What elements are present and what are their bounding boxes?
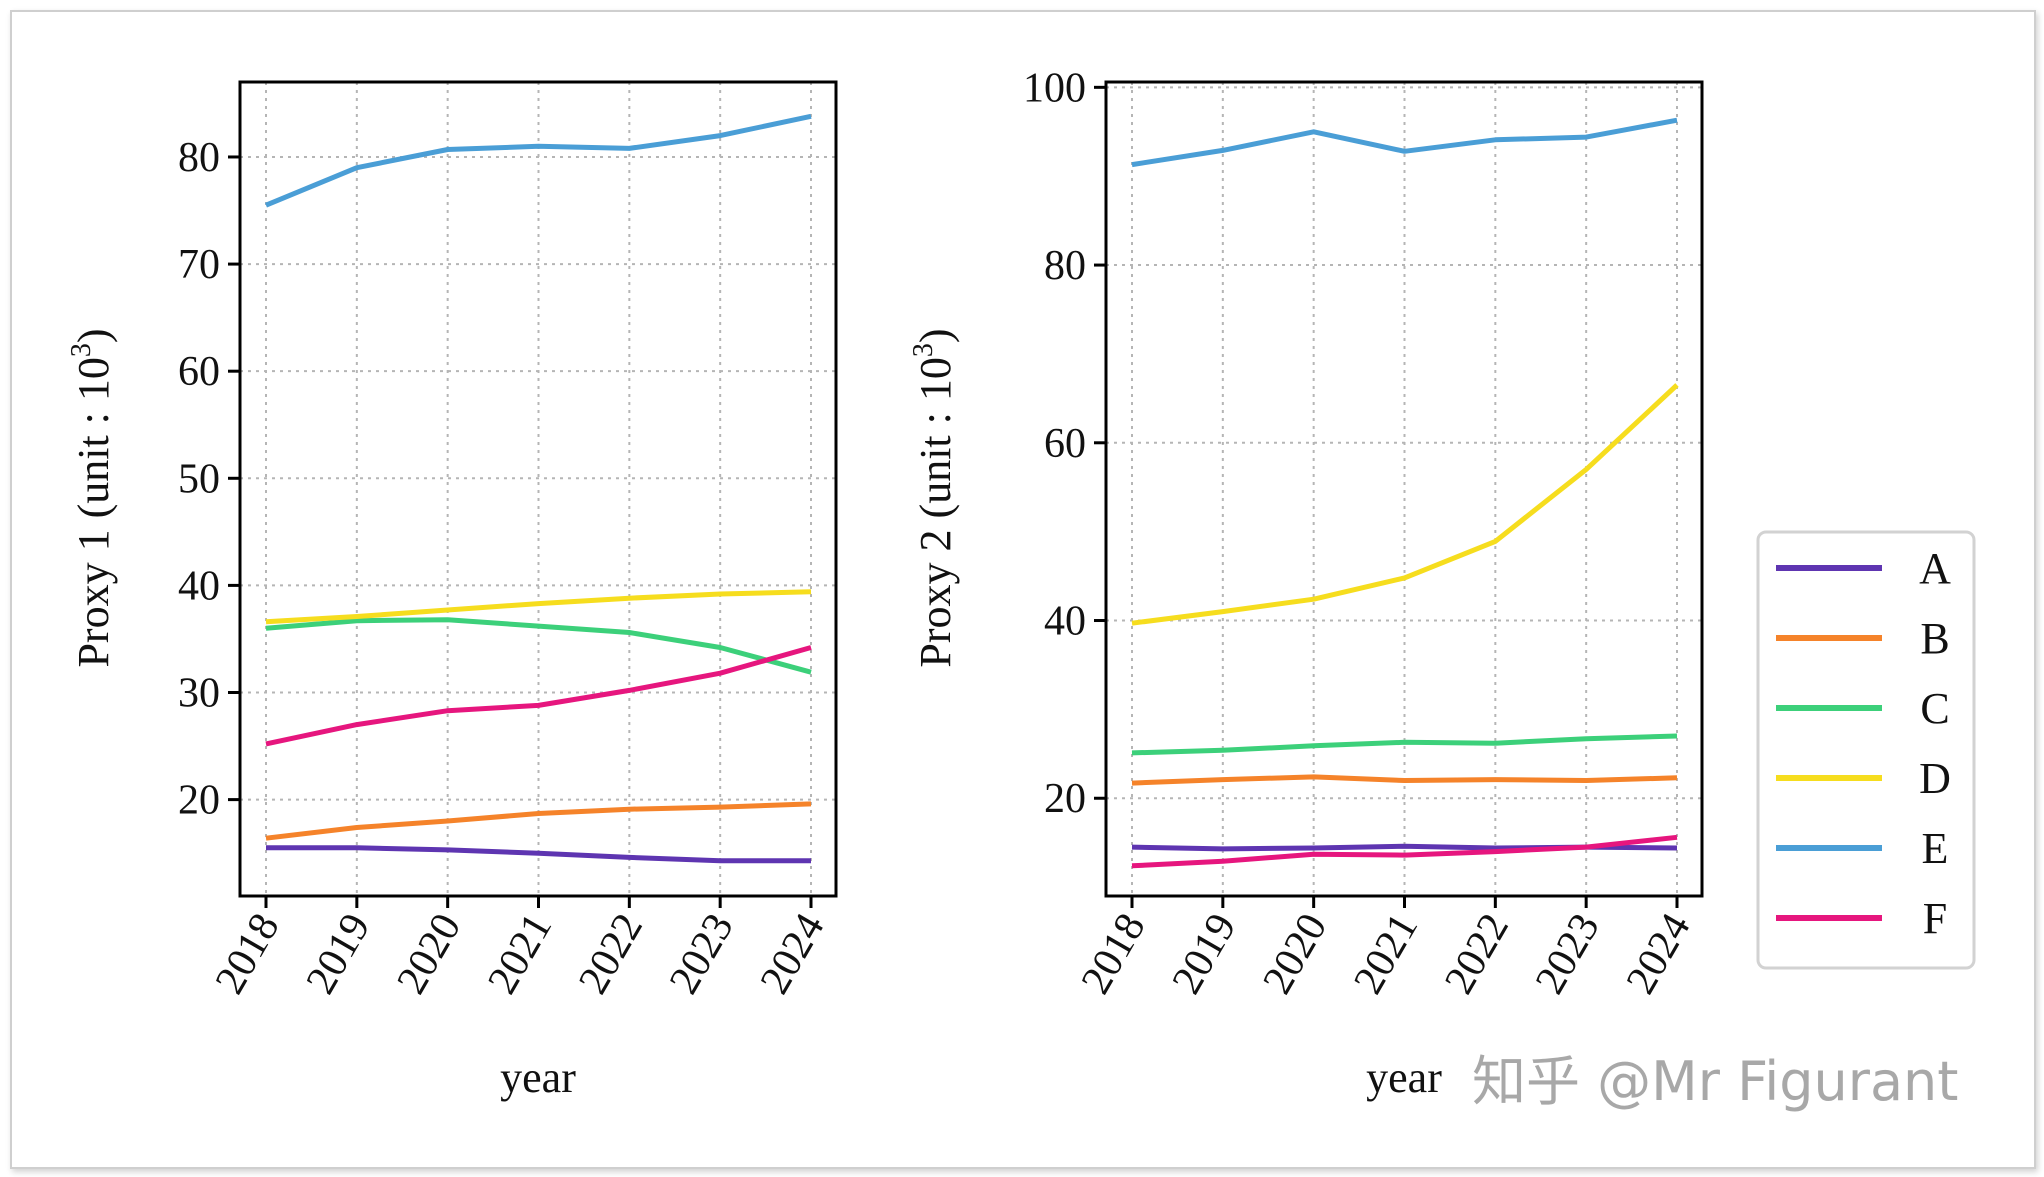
- y-axis-label-main: Proxy 2 (unit : 10: [911, 357, 960, 667]
- y-axis-label-superscript: 3: [66, 343, 97, 357]
- y-tick-label: 70: [178, 242, 220, 288]
- y-tick-label: 100: [1023, 65, 1086, 111]
- x-tick-label: 2021: [479, 906, 561, 1002]
- x-axis-label: year: [500, 1053, 576, 1102]
- y-tick-label: 60: [1044, 421, 1086, 467]
- legend-label-B: B: [1920, 614, 1949, 663]
- y-tick-label: 20: [178, 778, 220, 824]
- series-line-A: [266, 845, 811, 864]
- legend-label-E: E: [1922, 824, 1949, 873]
- y-tick-label: 40: [178, 563, 220, 609]
- x-tick-label: 2021: [1345, 906, 1427, 1002]
- legend-label-D: D: [1919, 754, 1951, 803]
- y-tick-label: 60: [178, 349, 220, 395]
- x-axis-label: year: [1366, 1053, 1442, 1102]
- x-tick-label: 2020: [1254, 906, 1336, 1002]
- y-axis-label-end: ): [911, 328, 960, 343]
- y-tick-label: 30: [178, 671, 220, 717]
- panel-1: 20 30 40 50 60 70 80 2018 2019 2020 2021 2022 2023 20…: [66, 80, 838, 1102]
- series-line-E: [1131, 117, 1678, 168]
- series-line-B: [265, 801, 812, 841]
- legend-label-A: A: [1919, 544, 1951, 593]
- series-line-E: [265, 113, 812, 208]
- y-axis-label-superscript: 3: [908, 343, 939, 357]
- panel-2: 20 40 60 80 100 2018 2019 2020 2021 2022 2023 2024 y…: [908, 65, 1704, 1102]
- series-line-C: [1131, 733, 1678, 756]
- y-axis-label-main: Proxy 1 (unit : 10: [69, 357, 118, 667]
- y-tick-label: 50: [178, 456, 220, 502]
- watermark: 知乎 @Mr Figurant: [1472, 1050, 1958, 1113]
- y-axis-label: Proxy 2 (unit : 103): [908, 328, 960, 667]
- x-tick-label: 2020: [388, 906, 470, 1002]
- series-line-B: [1131, 774, 1678, 786]
- legend-label-F: F: [1923, 894, 1947, 943]
- x-tick-label: 2023: [661, 906, 743, 1002]
- y-tick-label: 80: [1044, 243, 1086, 289]
- series-line-F: [1131, 834, 1678, 869]
- figure-frame: [10, 10, 2036, 1169]
- series-line-F: [265, 645, 812, 747]
- y-axis-label-end: ): [69, 328, 118, 343]
- series-line-D: [1131, 383, 1679, 626]
- x-tick-label: 2022: [1436, 906, 1518, 1002]
- y-tick-label: 20: [1044, 776, 1086, 822]
- x-tick-label: 2022: [570, 906, 652, 1002]
- x-tick-label: 2024: [752, 906, 834, 1002]
- series-line-C: [265, 617, 812, 675]
- y-axis-label: Proxy 1 (unit : 103): [66, 328, 118, 667]
- x-tick-label: 2019: [1164, 906, 1246, 1002]
- x-tick-label: 2019: [298, 906, 380, 1002]
- x-tick-label: 2018: [1073, 906, 1155, 1002]
- legend-label-C: C: [1920, 684, 1949, 733]
- y-tick-label: 40: [1044, 599, 1086, 645]
- series-line-D: [265, 589, 812, 625]
- x-tick-label: 2018: [207, 906, 289, 1002]
- x-tick-label: 2024: [1618, 906, 1700, 1002]
- x-tick-label: 2023: [1527, 906, 1609, 1002]
- y-tick-label: 80: [178, 135, 220, 181]
